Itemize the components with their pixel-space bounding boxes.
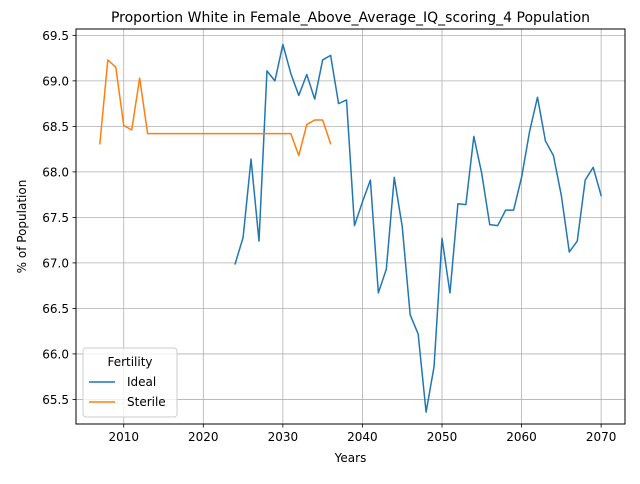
y-tick-label: 69.5 — [42, 29, 69, 43]
x-tick-label: 2040 — [347, 430, 378, 444]
legend-label-sterile: Sterile — [127, 395, 166, 409]
legend-title: Fertility — [107, 355, 152, 369]
y-tick-label: 66.5 — [42, 302, 69, 316]
plot-frame — [75, 28, 626, 425]
chart-title: Proportion White in Female_Above_Average… — [111, 10, 590, 26]
x-tick-label: 2010 — [108, 430, 139, 444]
x-tick-label: 2050 — [427, 430, 458, 444]
x-tick-label: 2030 — [268, 430, 299, 444]
y-tick-label: 68.5 — [42, 120, 69, 134]
x-axis-ticks: 2010 2020 2030 2040 2050 2060 2070 — [108, 424, 616, 444]
y-tick-label: 65.5 — [42, 393, 69, 407]
y-tick-label: 69.0 — [42, 74, 69, 88]
y-axis-ticks: 65.5 66.0 66.5 67.0 67.5 68.0 68.5 69.0 69.5 — [42, 29, 76, 407]
legend-box — [82, 347, 178, 418]
y-tick-label: 67.0 — [42, 256, 69, 270]
y-axis-label: % of Population — [15, 180, 29, 274]
x-tick-label: 2060 — [506, 430, 537, 444]
legend-label-ideal: Ideal — [127, 375, 156, 389]
series-line-ideal — [234, 43, 603, 413]
y-tick-label: 68.0 — [42, 165, 69, 179]
series-line-sterile — [99, 59, 332, 157]
series-lines — [99, 43, 603, 413]
x-tick-label: 2070 — [586, 430, 617, 444]
x-tick-label: 2020 — [188, 430, 219, 444]
x-axis-label: Years — [334, 451, 367, 465]
legend: Fertility Ideal Sterile — [82, 347, 178, 418]
y-tick-label: 67.5 — [42, 211, 69, 225]
y-tick-label: 66.0 — [42, 347, 69, 361]
